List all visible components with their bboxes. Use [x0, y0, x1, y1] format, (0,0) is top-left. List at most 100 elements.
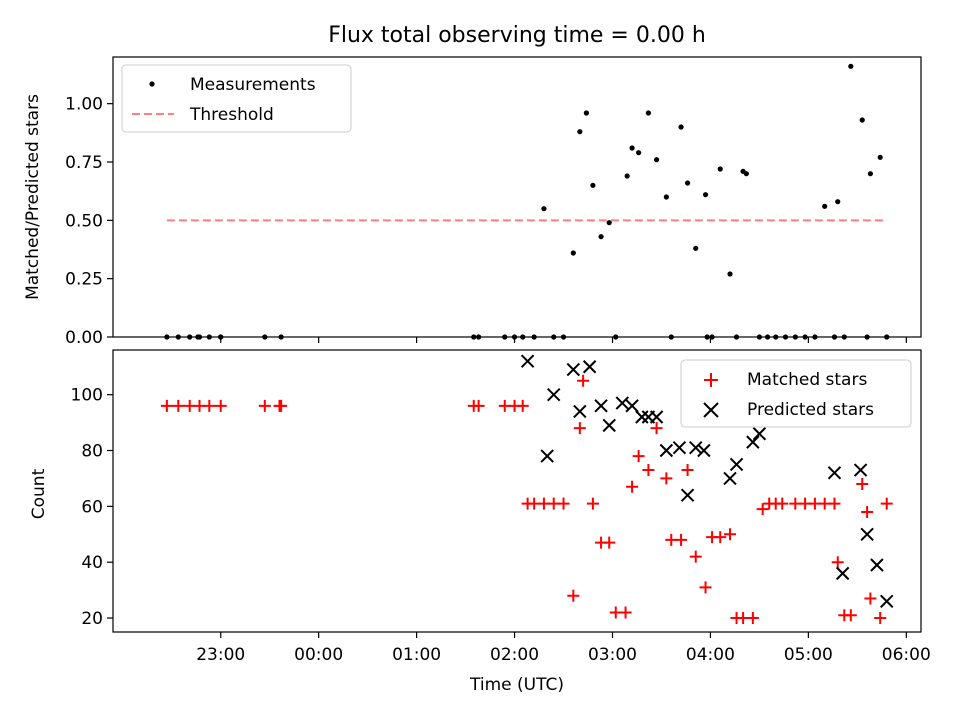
measurement-point: [717, 166, 723, 172]
top-measurement-points: [164, 63, 890, 340]
x-axis-label: Time (UTC): [469, 675, 564, 695]
matched-star-point: [557, 497, 570, 510]
top-y-tick-label: 0.50: [65, 211, 103, 231]
measurement-point: [678, 124, 684, 130]
measurement-point: [867, 171, 873, 177]
bottom-panel: 20 40 60 80 100 23:00 00:00 01:00 02:00 03:00 04:…: [29, 349, 931, 695]
predicted-star-point: [582, 360, 597, 374]
predicted-star-point: [697, 443, 711, 458]
matched-star-point: [660, 472, 673, 485]
bottom-y-tick-label: 20: [81, 609, 103, 629]
bottom-legend: Matched stars Predicted stars: [680, 359, 912, 428]
matched-star-point: [724, 528, 737, 541]
matched-star-point: [642, 464, 655, 477]
matched-star-point: [861, 505, 874, 518]
bottom-y-tick-label: 40: [81, 553, 103, 573]
matched-star-point: [756, 503, 769, 516]
matched-star-point: [689, 550, 702, 563]
matched-star-point: [603, 536, 616, 549]
predicted-star-point: [746, 435, 760, 449]
matched-star-point: [746, 612, 759, 625]
measurement-point: [606, 220, 612, 226]
matched-star-point: [214, 399, 227, 412]
predicted-star-point: [602, 418, 616, 433]
matched-star-point: [828, 497, 841, 510]
predicted-star-point: [880, 594, 894, 608]
bottom-y-tick-label: 60: [81, 497, 103, 517]
bottom-y-tick-label: 100: [71, 386, 103, 406]
predicted-star-point: [625, 399, 639, 413]
top-legend-box: [121, 64, 352, 133]
predicted-star-point: [870, 558, 884, 572]
matched-star-point: [203, 399, 216, 412]
predicted-star-point: [649, 410, 664, 424]
matched-star-point: [776, 497, 789, 510]
predicted-star-point: [520, 354, 535, 368]
matched-star-point: [675, 533, 688, 546]
measurement-point: [835, 199, 841, 205]
matched-star-point: [573, 422, 586, 435]
bottom-x-tick-label: 02:00: [490, 645, 539, 665]
bottom-x-tick-label: 01:00: [392, 645, 441, 665]
matched-star-point: [681, 464, 694, 477]
measurement-point: [684, 180, 691, 186]
legend-predicted-label: Predicted stars: [747, 400, 874, 420]
top-y-tick-label: 1.00: [65, 95, 103, 115]
predicted-star-point: [635, 410, 649, 424]
matched-star-point: [626, 480, 639, 493]
predicted-star-point: [594, 399, 608, 413]
matched-star-point: [880, 497, 893, 510]
top-y-tick-label: 0.25: [65, 270, 103, 290]
measurement-point: [877, 154, 883, 160]
measurement-point: [624, 173, 630, 179]
predicted-star-point: [659, 443, 674, 458]
measurement-point: [577, 129, 583, 135]
measurement-point: [645, 110, 652, 116]
predicted-star-point: [573, 404, 587, 419]
matched-star-point: [831, 556, 844, 569]
measurement-point: [598, 234, 604, 240]
predicted-star-point: [540, 449, 554, 463]
predicted-star-point: [729, 457, 744, 472]
predicted-star-point: [835, 566, 850, 581]
top-panel: 0.00 0.25 0.50 0.75 1.00 Matched/Predicted s…: [23, 56, 922, 348]
matched-star-points: [160, 374, 893, 625]
measurement-point: [590, 182, 596, 188]
legend-predicted-marker: [703, 402, 719, 418]
predicted-star-point: [827, 466, 842, 480]
bottom-legend-box: [680, 359, 912, 428]
matched-star-point: [699, 581, 712, 594]
bottom-y-axis-label: Count: [29, 468, 49, 519]
measurement-point: [727, 271, 733, 277]
matched-star-point: [577, 374, 590, 387]
predicted-star-point: [723, 471, 737, 486]
matched-star-point: [874, 612, 887, 625]
predicted-star-point: [680, 488, 695, 502]
bottom-x-tick-label: 03:00: [588, 645, 637, 665]
bottom-x-tick-label: 04:00: [686, 645, 735, 665]
legend-measurement-marker: [149, 81, 155, 87]
predicted-star-point: [566, 362, 581, 377]
matched-star-point: [258, 399, 271, 412]
measurement-point: [629, 145, 635, 151]
matched-star-point: [516, 399, 529, 412]
top-y-axis-label: Matched/Predicted stars: [23, 94, 43, 300]
legend-matched-marker: [704, 373, 718, 387]
matched-star-point: [275, 399, 288, 412]
measurement-point: [583, 110, 589, 116]
matched-star-point: [864, 592, 877, 605]
matched-star-point: [586, 497, 599, 510]
chart-title: Flux total observing time = 0.00 h: [328, 23, 706, 48]
bottom-x-tick-label: 23:00: [196, 645, 245, 665]
measurement-point: [693, 245, 699, 251]
matched-star-point: [856, 478, 869, 491]
matched-star-point: [844, 609, 857, 622]
bottom-x-tick-label: 00:00: [294, 645, 343, 665]
predicted-star-point: [853, 463, 868, 477]
matched-star-point: [714, 531, 727, 544]
predicted-star-point: [689, 441, 703, 455]
top-legend: Measurements Threshold: [121, 64, 352, 133]
measurement-point: [822, 203, 828, 209]
top-plot-frame: [112, 56, 922, 338]
bottom-x-tick-label: 05:00: [784, 645, 833, 665]
